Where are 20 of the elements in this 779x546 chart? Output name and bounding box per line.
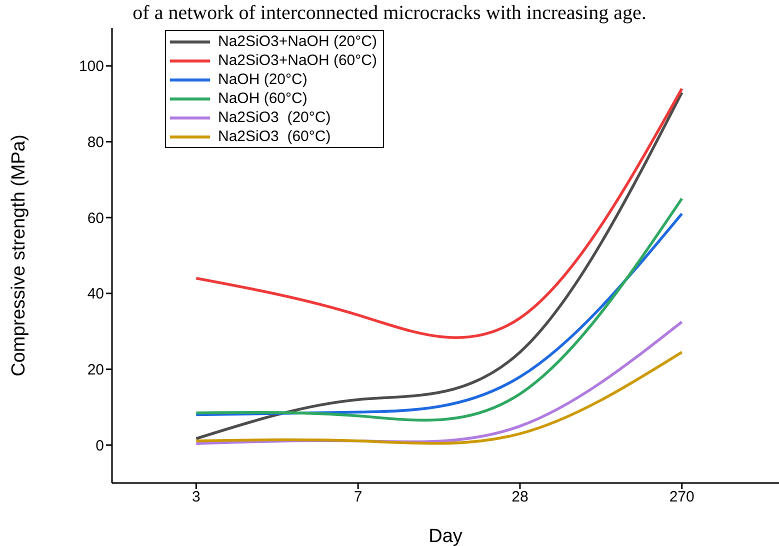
line-series	[194, 91, 684, 440]
y-tick-label: 20	[87, 362, 104, 379]
y-axis-title: Compressive strength (MPa)	[8, 134, 30, 376]
y-tick-label: 40	[87, 286, 104, 303]
y-tick-label: 100	[78, 58, 104, 76]
legend-label: NaOH (60°C)	[218, 89, 308, 108]
legend-label: Na2SiO3+NaOH (20°C)	[218, 32, 377, 51]
legend-label: Na2SiO3 (20°C)	[218, 108, 331, 127]
x-tick-label: 7	[354, 488, 362, 506]
y-tick-label: 60	[87, 210, 104, 227]
y-tick-label: 0	[96, 437, 104, 454]
legend-label: Na2SiO3 (60°C)	[218, 127, 331, 146]
text: of a network of interconnected microcracks with increasing age.	[132, 2, 648, 24]
legend-label: NaOH (20°C)	[218, 70, 308, 89]
x-tick-label: 28	[512, 488, 528, 506]
y-tick-label: 80	[87, 134, 104, 152]
x-tick-label: 3	[192, 488, 200, 506]
x-axis-title: Day	[428, 526, 463, 546]
x-tick-label: 270	[669, 488, 694, 506]
legend-label: Na2SiO3+NaOH (60°C)	[218, 51, 377, 70]
